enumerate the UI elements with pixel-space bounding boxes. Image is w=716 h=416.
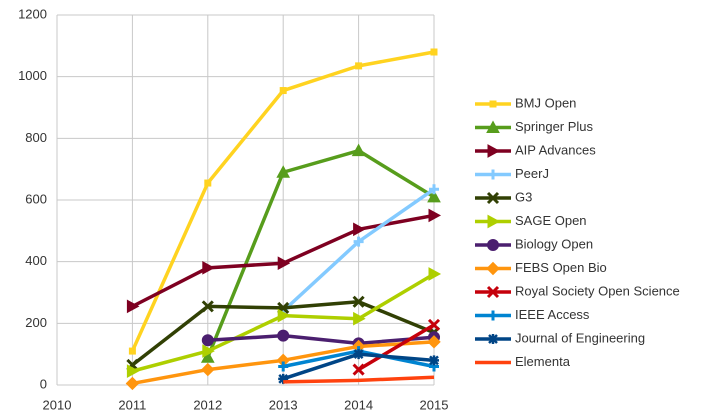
marker — [487, 214, 501, 229]
x-tick-label: 2015 — [420, 397, 449, 412]
legend-label: SAGE Open — [515, 213, 587, 228]
marker — [486, 120, 500, 133]
marker — [125, 376, 140, 391]
marker — [488, 334, 498, 344]
x-tick-label: 2014 — [344, 397, 373, 412]
marker — [201, 300, 214, 313]
x-tick-label: 2013 — [269, 397, 298, 412]
marker — [355, 62, 363, 70]
series-line — [357, 323, 435, 372]
marker — [201, 362, 215, 377]
marker — [353, 311, 366, 326]
marker — [126, 299, 140, 314]
marker — [277, 256, 291, 271]
marker — [126, 364, 140, 378]
marker — [277, 329, 290, 342]
legend-label: G3 — [515, 189, 532, 204]
marker — [352, 295, 365, 308]
x-tick-label: 2012 — [193, 397, 222, 412]
series-line — [206, 148, 435, 358]
marker — [204, 179, 212, 187]
y-tick-label: 200 — [25, 315, 47, 330]
legend-label: Biology Open — [515, 236, 593, 251]
marker — [202, 260, 215, 275]
legend-label: FEBS Open Bio — [515, 260, 607, 275]
marker — [202, 344, 215, 358]
marker — [486, 285, 500, 299]
legend-label: Royal Society Open Science — [515, 283, 680, 298]
series-line — [207, 333, 435, 346]
marker — [200, 350, 215, 363]
marker — [427, 318, 441, 331]
marker — [430, 48, 438, 56]
y-tick-label: 400 — [25, 253, 47, 268]
marker — [429, 355, 439, 366]
y-tick-label: 1200 — [18, 6, 47, 21]
legend-label: Elementa — [515, 354, 571, 369]
marker — [428, 267, 442, 281]
marker — [489, 100, 497, 108]
marker — [352, 363, 365, 376]
marker — [278, 361, 289, 372]
marker — [488, 169, 498, 180]
legend-label: IEEE Access — [515, 307, 590, 322]
legend-label: Journal of Engineering — [515, 330, 645, 345]
marker — [353, 349, 364, 360]
y-tick-label: 0 — [40, 376, 47, 391]
x-tick-label: 2011 — [118, 397, 146, 412]
marker — [277, 308, 291, 323]
marker — [486, 191, 500, 205]
legend-label: Springer Plus — [515, 119, 594, 134]
marker — [487, 144, 501, 158]
marker — [278, 373, 289, 384]
marker — [429, 184, 439, 195]
marker — [351, 143, 366, 157]
marker — [128, 347, 136, 355]
x-tick-label: 2010 — [43, 397, 72, 412]
legend-label: BMJ Open — [515, 95, 576, 110]
legend-label: PeerJ — [515, 166, 549, 181]
y-tick-label: 600 — [25, 191, 47, 206]
marker — [353, 236, 364, 247]
marker — [427, 189, 441, 203]
marker — [486, 261, 500, 276]
marker — [353, 222, 366, 237]
marker — [279, 87, 287, 95]
marker — [488, 310, 498, 321]
series-line — [283, 375, 435, 384]
marker — [276, 165, 291, 178]
marker — [427, 335, 441, 349]
marker — [487, 239, 499, 251]
y-tick-label: 800 — [25, 130, 47, 145]
marker — [201, 334, 214, 347]
marker — [428, 208, 442, 223]
y-tick-label: 1000 — [18, 68, 47, 83]
legend-label: AIP Advances — [515, 142, 596, 157]
